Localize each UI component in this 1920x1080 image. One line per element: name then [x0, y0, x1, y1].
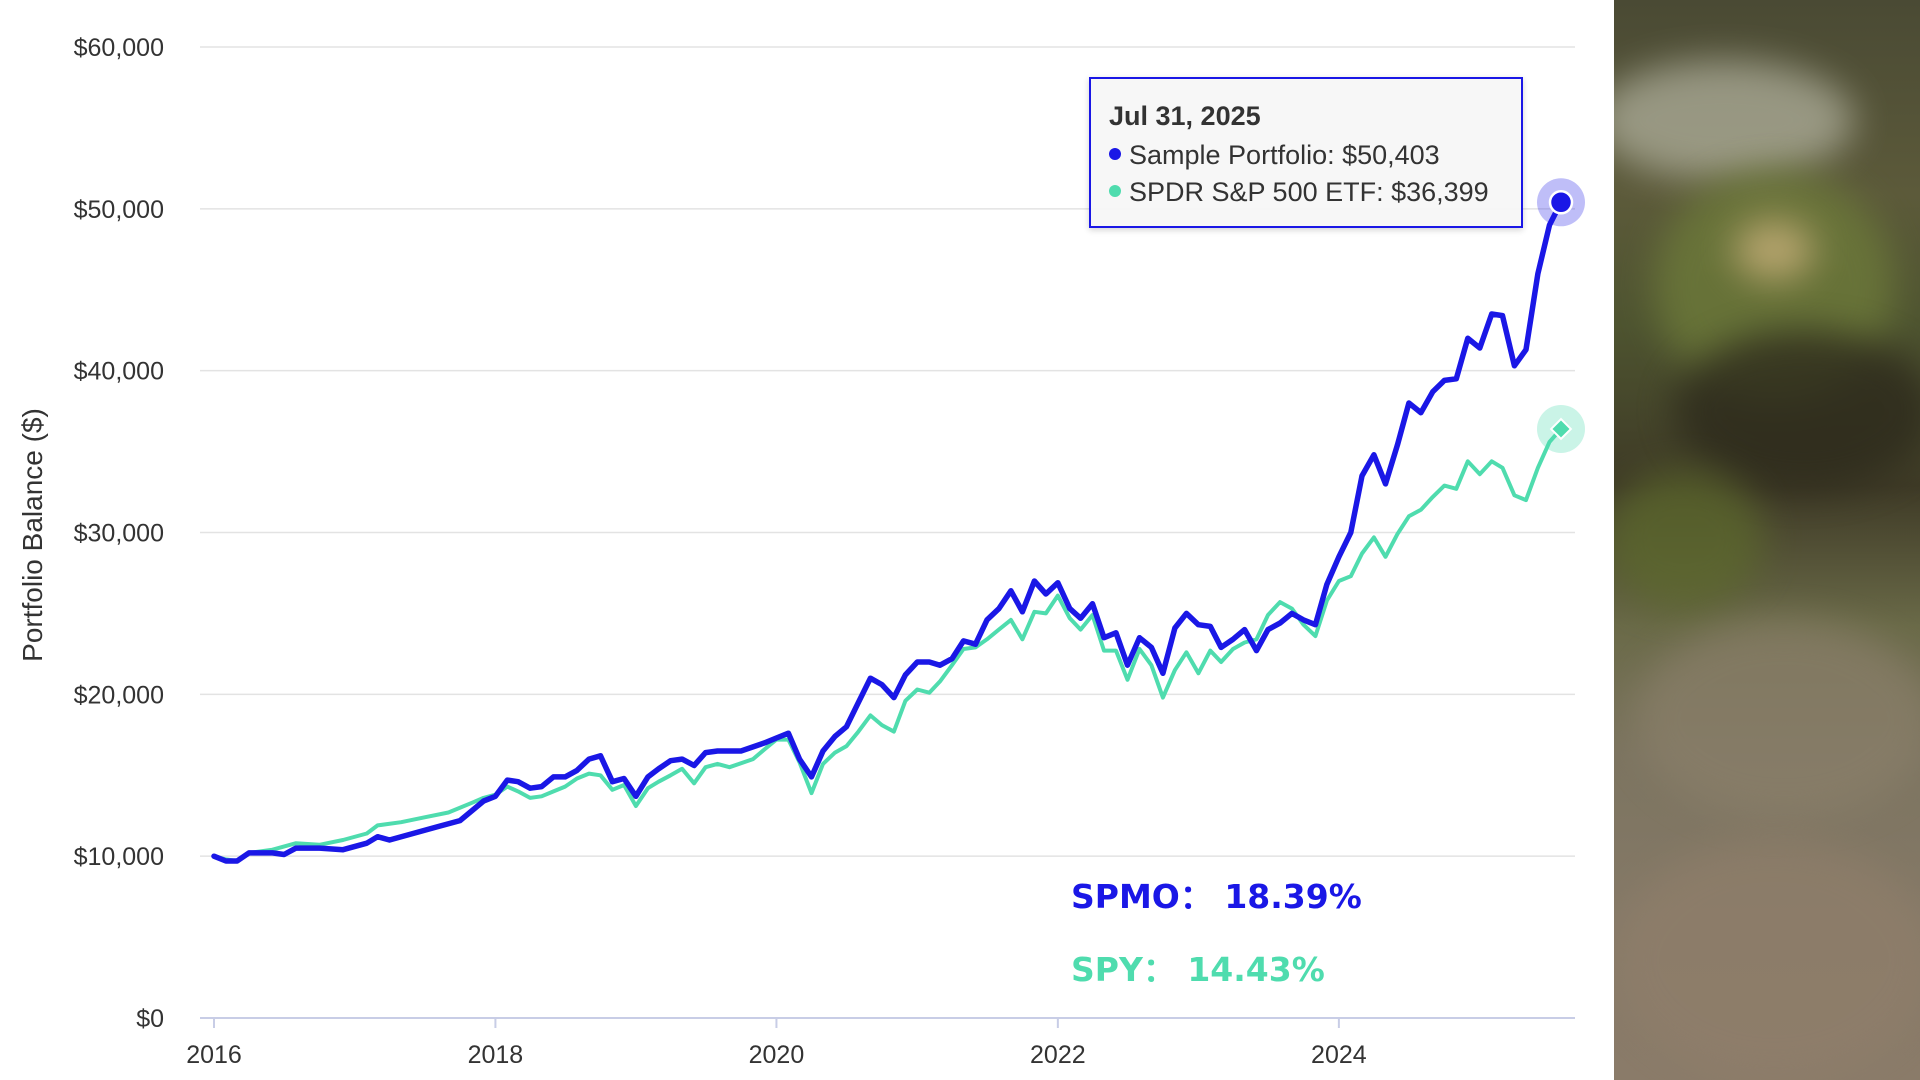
x-axis: 2016 2018 2020 2022 2024 [186, 1018, 1367, 1069]
blur-ground [1634, 620, 1920, 820]
portfolio-end-point[interactable] [1548, 190, 1574, 215]
y-tick-label: $0 [136, 1005, 164, 1033]
x-tick-label: 2018 [468, 1041, 524, 1069]
blur-foliage-2 [1614, 470, 1764, 610]
tooltip-row-spy: SPDR S&P 500 ETF: $36,399 [1109, 174, 1521, 211]
end-markers [1537, 178, 1585, 453]
spy-return-annotation: SPY： 14.43% [1071, 950, 1325, 989]
spdr-sp500-line [212, 426, 1563, 863]
x-tick-label: 2024 [1311, 1041, 1367, 1069]
y-tick-label: $40,000 [74, 358, 164, 386]
blur-shadow [1674, 330, 1920, 490]
x-tick-label: 2022 [1030, 1041, 1086, 1069]
x-tick-label: 2020 [749, 1041, 805, 1069]
gridlines [200, 46, 1575, 1019]
spmo-return-annotation: SPMO： 18.39% [1071, 877, 1362, 916]
background-video-footage [1614, 0, 1920, 1080]
portfolio-growth-chart: $0 $10,000 $20,000 $30,000 $40,000 $50,000 $60… [17, 34, 1585, 1069]
chart-svg: $0 $10,000 $20,000 $30,000 $40,000 $50,000 $60… [17, 34, 1585, 1069]
y-axis: $0 $10,000 $20,000 $30,000 $40,000 $50,000 $60… [74, 34, 164, 1033]
sample-portfolio-line [211, 199, 1564, 864]
blur-light [1734, 220, 1814, 280]
tooltip-spy-value: SPDR S&P 500 ETF: $36,399 [1129, 177, 1489, 207]
y-tick-label: $60,000 [74, 34, 164, 62]
blur-ground-2 [1614, 840, 1920, 1080]
x-tick-label: 2016 [186, 1041, 242, 1069]
y-tick-label: $20,000 [74, 681, 164, 709]
tooltip-date: Jul 31, 2025 [1109, 101, 1261, 131]
y-tick-label: $30,000 [74, 520, 164, 548]
hover-tooltip: Jul 31, 2025 Sample Portfolio: $50,403 S… [1089, 77, 1523, 228]
blur-highlight [1614, 60, 1854, 180]
y-axis-title: Portfolio Balance ($) [17, 408, 48, 662]
y-tick-label: $10,000 [74, 843, 164, 871]
tooltip-portfolio-value: Sample Portfolio: $50,403 [1129, 140, 1440, 170]
spy-dot-icon [1109, 184, 1121, 197]
spy-end-point[interactable] [1549, 417, 1573, 441]
tooltip-row-portfolio: Sample Portfolio: $50,403 [1109, 137, 1521, 174]
portfolio-dot-icon [1109, 147, 1121, 160]
y-tick-label: $50,000 [74, 196, 164, 224]
series-lines [211, 199, 1564, 864]
